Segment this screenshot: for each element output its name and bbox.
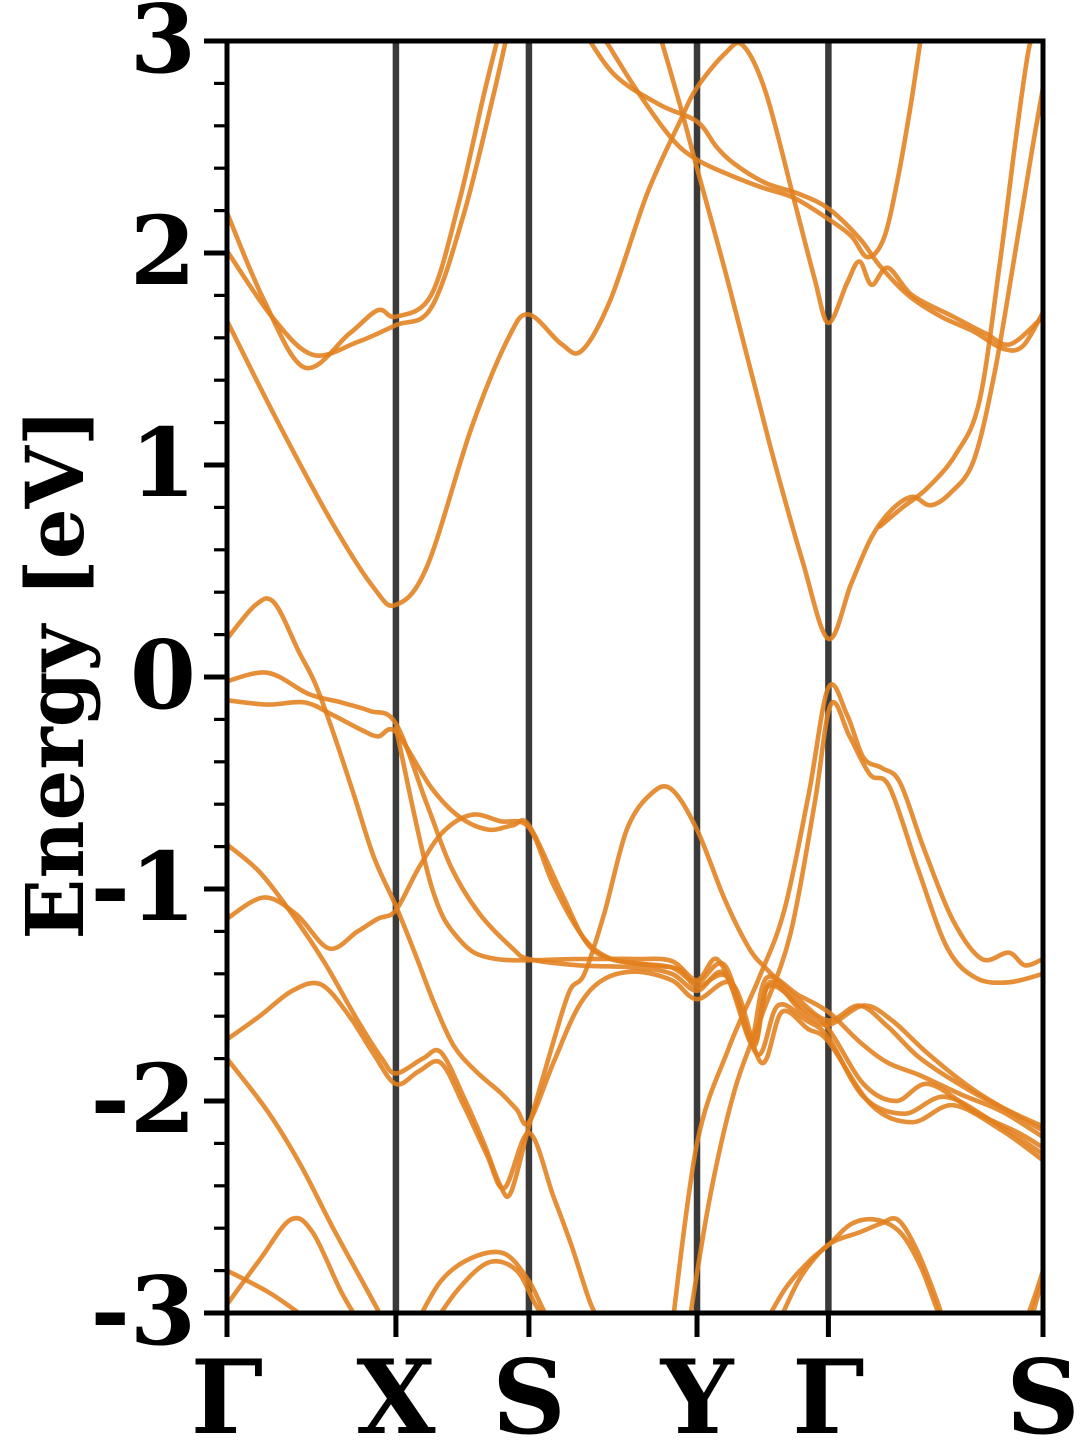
x-kpoint-label: S — [1006, 1338, 1080, 1440]
y-axis-label: Energy [eV] — [8, 408, 102, 940]
band-path — [659, 41, 1043, 642]
band-path — [227, 812, 1043, 1133]
x-kpoint-label: Γ — [792, 1338, 865, 1440]
band-path — [227, 980, 598, 1313]
x-kpoint-label: S — [492, 1338, 566, 1440]
band-path — [768, 1216, 942, 1313]
band-path — [1026, 1268, 1043, 1313]
band-lines — [227, 41, 1043, 1313]
band-path — [671, 682, 1043, 1313]
y-tick-label: -2 — [90, 1043, 196, 1155]
band-path — [227, 41, 509, 358]
band-path — [780, 1216, 944, 1313]
x-kpoint-label: X — [356, 1338, 436, 1440]
band-path — [227, 1215, 357, 1313]
band-path — [419, 1249, 548, 1313]
band-path — [227, 670, 1043, 1150]
band-path — [688, 699, 1043, 1313]
band-path — [227, 41, 500, 371]
band-path — [227, 596, 1043, 1163]
band-path — [438, 1258, 544, 1313]
band-path — [227, 1268, 303, 1313]
band-path — [603, 41, 923, 260]
band-path — [227, 784, 1043, 1199]
band-path — [877, 41, 1033, 529]
y-tick-label: 0 — [129, 619, 196, 731]
band-path — [587, 41, 1043, 353]
x-kpoint-label: Y — [660, 1338, 734, 1440]
y-tick-label: 3 — [129, 0, 196, 95]
x-kpoint-label: Γ — [190, 1338, 264, 1440]
y-tick-label: 2 — [129, 195, 196, 307]
y-tick-label: 1 — [129, 407, 196, 519]
y-tick-label: -1 — [90, 831, 196, 943]
y-tick-label: -3 — [90, 1255, 196, 1367]
band-path — [227, 41, 1043, 609]
band-path — [227, 1056, 383, 1313]
